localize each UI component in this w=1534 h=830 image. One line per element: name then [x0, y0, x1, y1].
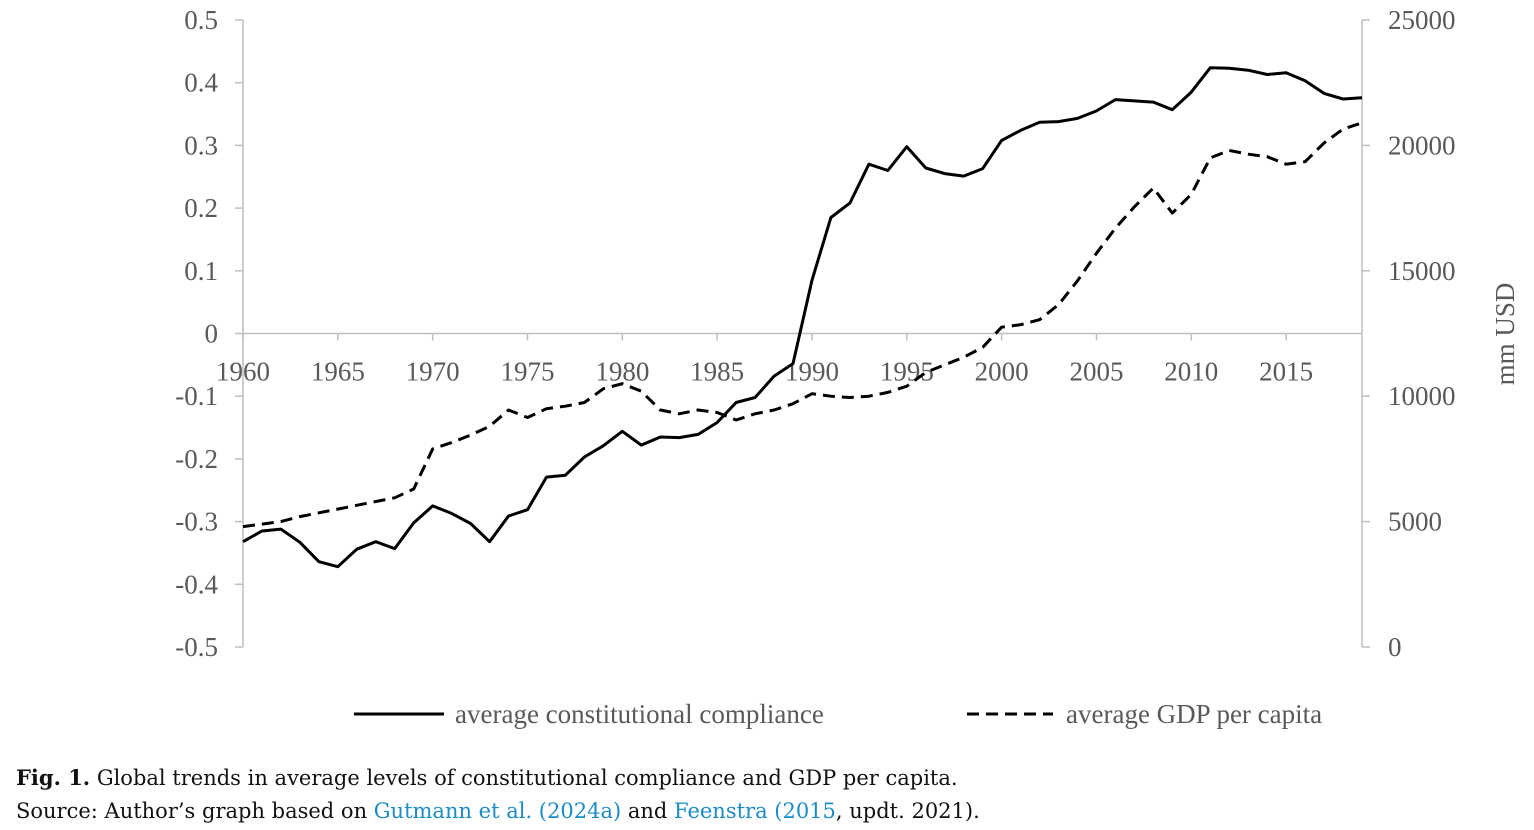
citation-link-gutmann[interactable]: Gutmann et al. (2024a)	[373, 799, 622, 823]
left-tick-label: -0.2	[175, 444, 218, 474]
series-lines	[242, 66, 1363, 569]
x-tick-label: 1985	[690, 357, 744, 387]
x-tick-label: 2010	[1164, 357, 1218, 387]
source-suffix: , updt. 2021).	[835, 799, 980, 823]
left-tick-label: -0.5	[175, 632, 218, 662]
left-tick-label: -0.3	[175, 507, 218, 537]
left-tick-label: -0.4	[175, 569, 218, 599]
left-tick-label: 0.2	[184, 193, 218, 223]
right-tick-label: 5000	[1388, 507, 1442, 537]
right-tick-label: 20000	[1388, 130, 1456, 160]
left-tick-label: 0.5	[184, 5, 218, 35]
left-axis-ticks: 0.5 0.4 0.3 0.2 0.1 0 -0.1 -0.2 -0.3 -0.4 -0.5	[175, 5, 243, 662]
figure-label: Fig. 1.	[16, 765, 91, 790]
compliance-line	[242, 66, 1363, 569]
x-tick-label: 2000	[975, 357, 1029, 387]
source-prefix: Source: Author’s graph based on	[16, 799, 374, 823]
right-tick-label: 10000	[1388, 381, 1456, 411]
x-tick-label: 1970	[406, 357, 460, 387]
right-axis-ticks: 25000 20000 15000 10000 5000 0	[1362, 5, 1456, 662]
caption-text: Global trends in average levels of const…	[96, 766, 958, 790]
axes	[242, 20, 1363, 647]
x-tick-label: 1965	[311, 357, 365, 387]
x-tick-label: 1975	[500, 357, 554, 387]
left-tick-label: 0.3	[184, 130, 218, 160]
legend: average constitutional compliance average…	[354, 699, 1322, 729]
chart: 0.5 0.4 0.3 0.2 0.1 0 -0.1 -0.2 -0.3 -0.4 -0.5 250…	[175, 5, 1520, 729]
x-axis-ticks: 1960 1965 1970 1975 1980 1985 1990 1995 2000 2005…	[216, 333, 1313, 387]
legend-label: average constitutional compliance	[455, 699, 824, 729]
right-axis-title: mm USD	[1490, 283, 1520, 386]
citation-link-feenstra[interactable]: Feenstra (2015	[674, 799, 836, 823]
left-tick-label: 0.1	[184, 256, 218, 286]
x-tick-label: 1980	[595, 357, 649, 387]
legend-label: average GDP per capita	[1066, 699, 1322, 729]
source-mid: and	[621, 799, 675, 823]
figure-caption-line-2: Source: Author’s graph based on Gutmann …	[16, 799, 980, 823]
x-tick-label: 2005	[1069, 357, 1123, 387]
x-tick-label: 1995	[880, 357, 934, 387]
right-tick-label: 0	[1388, 632, 1402, 662]
x-tick-label: 2015	[1259, 357, 1313, 387]
left-tick-label: 0	[205, 319, 219, 349]
left-tick-label: 0.4	[184, 68, 218, 98]
figure-caption-line-1: Fig. 1. Global trends in average levels …	[16, 765, 958, 790]
left-tick-label: -0.1	[175, 381, 218, 411]
right-tick-label: 25000	[1388, 5, 1456, 35]
x-tick-label: 1960	[216, 357, 270, 387]
right-tick-label: 15000	[1388, 256, 1456, 286]
gdp-per-capita-line	[242, 121, 1363, 529]
